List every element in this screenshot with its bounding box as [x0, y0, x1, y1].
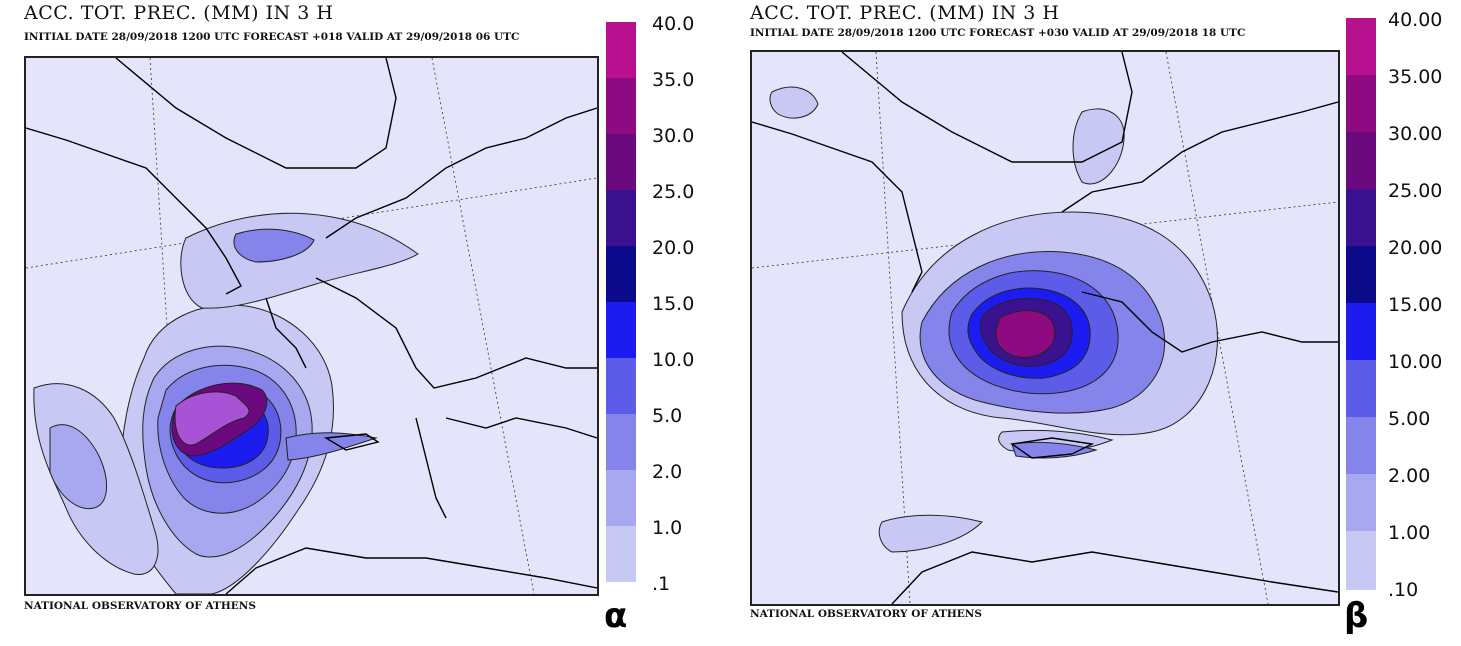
panel-b-legend-label: 5.00	[1388, 408, 1431, 430]
panel-b-legend-label: 15.00	[1388, 294, 1443, 316]
panel-a-legend-swatch	[606, 246, 636, 302]
panel-a: ACC. TOT. PREC. (MM) IN 3 H INITIAL DATE…	[0, 0, 720, 646]
panel-a-legend-label: 5.0	[652, 405, 683, 427]
panel-a-legend-label: 35.0	[652, 69, 695, 91]
panel-b-footer: NATIONAL OBSERVATORY OF ATHENS	[750, 608, 982, 620]
panel-b-legend-swatch	[1346, 417, 1376, 474]
panel-b-legend-label: 25.00	[1388, 180, 1443, 202]
panel-b-legend-label: 30.00	[1388, 123, 1443, 145]
panel-b-legend-label: 1.00	[1388, 522, 1431, 544]
panel-b-legend-swatch	[1346, 360, 1376, 417]
panel-b-legend-swatch	[1346, 132, 1376, 189]
panel-b-precip-field	[769, 86, 1218, 553]
panel-a-legend-swatch	[606, 22, 636, 78]
panel-a-map	[24, 56, 599, 596]
panel-a-legend-swatch	[606, 190, 636, 246]
panel-b-legend-label: 35.00	[1388, 66, 1443, 88]
panel-b-legend-swatch	[1346, 189, 1376, 246]
panel-a-legend-swatch	[606, 134, 636, 190]
panel-b-title: ACC. TOT. PREC. (MM) IN 3 H	[750, 2, 1060, 24]
panel-b-legend-swatch	[1346, 531, 1376, 590]
panel-b-legend-swatch	[1346, 303, 1376, 360]
panel-a-legend-label: 20.0	[652, 237, 695, 259]
panel-b-label: β	[1344, 596, 1369, 636]
panel-a-legend-swatch	[606, 414, 636, 470]
panel-b-legend-swatch	[1346, 474, 1376, 531]
panel-a-legend-swatch	[606, 302, 636, 358]
panel-a-legend-label: 2.0	[652, 461, 683, 483]
panel-a-graticule	[26, 58, 597, 594]
panel-b-legend: 40.00 35.00 30.00 25.00 20.00 15.00 10.0…	[1346, 9, 1456, 601]
panel-b-coastlines	[752, 52, 1338, 604]
panel-a-coastlines	[26, 58, 597, 594]
panel-a-label: α	[604, 596, 628, 636]
panel-b-legend-label: 10.00	[1388, 351, 1443, 373]
panel-a-title: ACC. TOT. PREC. (MM) IN 3 H	[24, 2, 334, 24]
panel-a-legend-swatch	[606, 78, 636, 134]
panel-a-legend-label: .1	[652, 573, 671, 595]
panel-b-legend-swatch	[1346, 18, 1376, 75]
panel-a-legend-swatch	[606, 526, 636, 582]
panel-a-precip-field	[33, 212, 419, 594]
panel-b-legend-swatch	[1346, 246, 1376, 303]
panel-b-legend-label: 20.00	[1388, 237, 1443, 259]
panel-a-legend-label: 30.0	[652, 125, 695, 147]
panel-a-legend-label: 40.0	[652, 13, 695, 35]
panel-b-subtitle: INITIAL DATE 28/09/2018 1200 UTC FORECAS…	[750, 27, 1246, 39]
panel-a-footer: NATIONAL OBSERVATORY OF ATHENS	[24, 600, 256, 612]
panel-b-legend-label: 2.00	[1388, 465, 1431, 487]
panel-a-legend-swatch	[606, 358, 636, 414]
panel-a-legend-label: 10.0	[652, 349, 695, 371]
panel-b: ACC. TOT. PREC. (MM) IN 3 H INITIAL DATE…	[730, 0, 1461, 646]
panel-a-legend-label: 15.0	[652, 293, 695, 315]
panel-a-subtitle: INITIAL DATE 28/09/2018 1200 UTC FORECAS…	[24, 31, 520, 43]
panel-a-legend-label: 1.0	[652, 517, 683, 539]
panel-a-legend-swatch	[606, 470, 636, 526]
panel-b-legend-label: 40.00	[1388, 9, 1443, 31]
panel-a-legend: 40.0 35.0 30.0 25.0 20.0 15.0 10.0 5.0 2…	[606, 13, 716, 595]
panel-b-legend-swatch	[1346, 75, 1376, 132]
panel-b-map	[750, 50, 1340, 606]
panel-b-legend-label: .10	[1388, 579, 1419, 601]
panel-a-legend-label: 25.0	[652, 181, 695, 203]
